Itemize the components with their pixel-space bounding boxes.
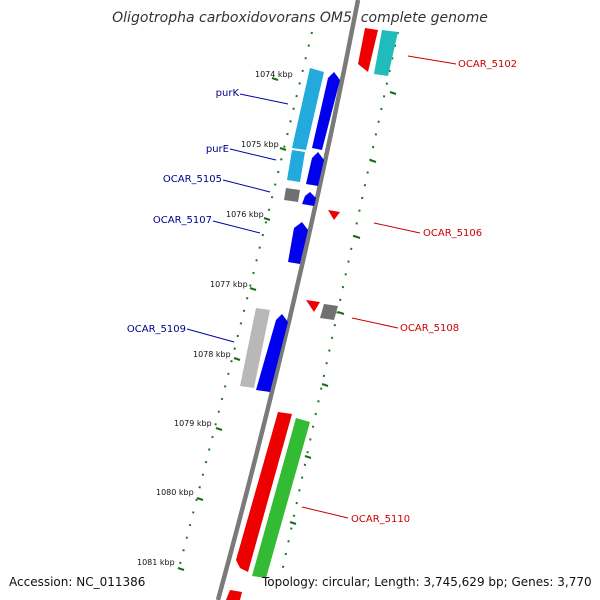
- kbp-label: 1080 kbp: [156, 488, 194, 497]
- right-leaders: [301, 55, 457, 519]
- gene-purK-dark[interactable]: [312, 72, 340, 150]
- gene-ocar5109-grey[interactable]: [240, 308, 270, 388]
- gene-purE-dark[interactable]: [306, 152, 324, 186]
- gene-ocar5110-red[interactable]: [236, 412, 292, 572]
- map-title: Oligotropha carboxidovorans OM5, complet…: [112, 10, 488, 26]
- kbp-label: 1081 kbp: [137, 558, 175, 567]
- kbp-label: 1078 kbp: [193, 350, 231, 359]
- accession-info: Accession: NC_011386: [9, 575, 145, 589]
- gene-label-ocar5110[interactable]: OCAR_5110: [351, 514, 410, 525]
- gene-label-ocar5109[interactable]: OCAR_5109: [127, 324, 186, 335]
- genome-backbone: [215, 0, 361, 600]
- topology-info: Topology: circular; Length: 3,745,629 bp…: [262, 575, 592, 589]
- gene-label-ocar5106[interactable]: OCAR_5106: [423, 228, 482, 239]
- gene-label-ocar5107[interactable]: OCAR_5107: [153, 215, 212, 226]
- gene-label-ocar5105[interactable]: OCAR_5105: [163, 174, 222, 185]
- kbp-label: 1074 kbp: [255, 70, 293, 79]
- gene-ocar5110-green[interactable]: [252, 418, 310, 578]
- gene-label-ocar5102[interactable]: OCAR_5102: [458, 59, 517, 70]
- left-leaders: [186, 93, 289, 343]
- gene-purK-light[interactable]: [292, 68, 324, 150]
- gene-label-purK[interactable]: purK: [216, 88, 240, 99]
- accession-label: Accession:: [9, 575, 73, 589]
- gene-purE-light[interactable]: [287, 150, 305, 182]
- gene-partial-red[interactable]: [226, 590, 242, 600]
- major-ticks: [177, 77, 397, 571]
- kbp-label: 1077 kbp: [210, 280, 248, 289]
- gene-label-purE[interactable]: purE: [206, 144, 229, 155]
- gene-ocar5102-teal[interactable]: [374, 30, 398, 76]
- gene-ocar5108-grey[interactable]: [320, 304, 338, 320]
- gene-ocar5108-red[interactable]: [306, 300, 320, 312]
- gene-ocar5109-blue[interactable]: [256, 314, 288, 392]
- gene-ocar5105-grey[interactable]: [284, 188, 300, 202]
- accession-value: NC_011386: [76, 575, 146, 589]
- outer-dotted-track: [281, 31, 399, 573]
- gene-ocar5105-blue[interactable]: [302, 192, 316, 206]
- kbp-label: 1075 kbp: [241, 140, 279, 149]
- kbp-label: 1079 kbp: [174, 419, 212, 428]
- gene-ocar5106[interactable]: [328, 210, 340, 220]
- gene-ocar5107[interactable]: [288, 222, 308, 264]
- gene-label-ocar5108[interactable]: OCAR_5108: [400, 323, 459, 334]
- gene-ocar5102-red[interactable]: [358, 28, 378, 72]
- kbp-label: 1076 kbp: [226, 210, 264, 219]
